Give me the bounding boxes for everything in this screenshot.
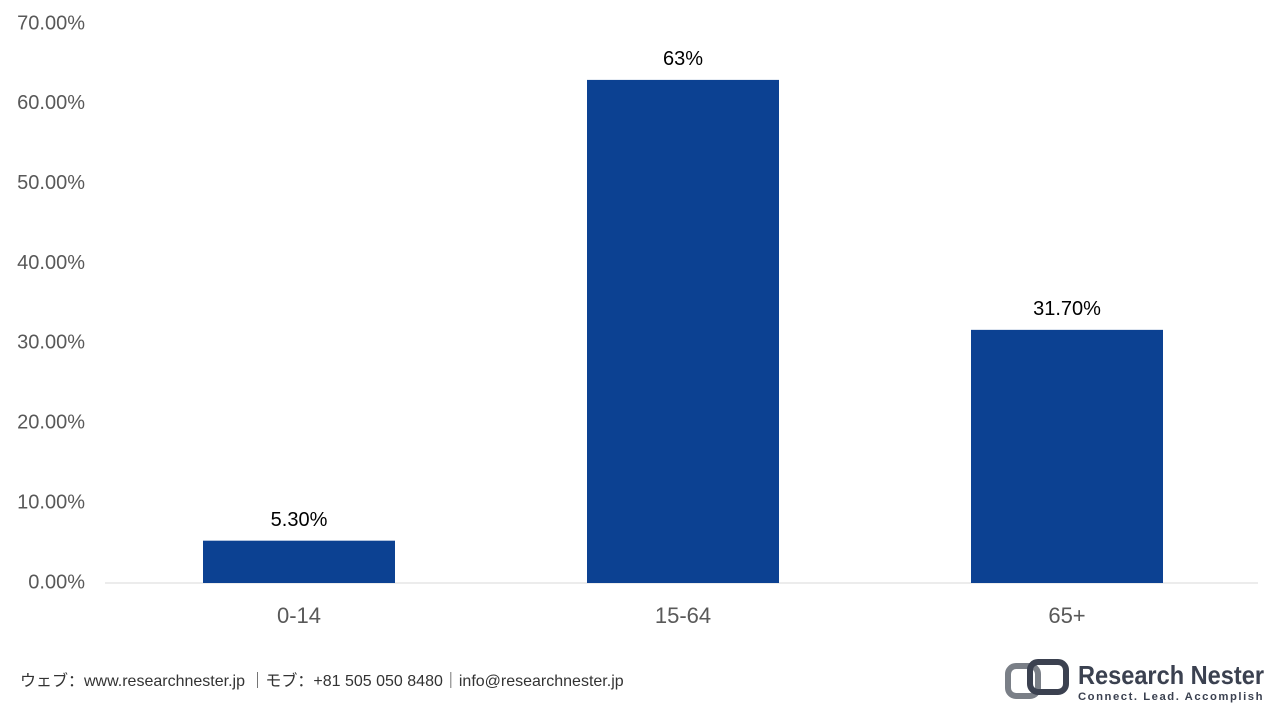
bar (203, 540, 395, 583)
bar (971, 329, 1163, 583)
y-tick-label: 60.00% (17, 92, 85, 114)
y-tick-label: 0.00% (28, 571, 85, 593)
value-label: 31.70% (1033, 298, 1101, 320)
y-tick-label: 40.00% (17, 252, 85, 274)
y-tick-label: 10.00% (17, 491, 85, 513)
footer-contact: ウェブ：www.researchnester.jp ｜モブ：+81 505 05… (20, 671, 624, 690)
value-label: 63% (663, 48, 703, 70)
y-tick-label: 50.00% (17, 172, 85, 194)
logo-icon (1027, 659, 1069, 695)
x-tick-label: 15-64 (655, 603, 711, 628)
logo: Research Nester Connect. Lead. Accomplis… (1005, 659, 1264, 703)
logo-brand: Research Nester (1078, 660, 1264, 690)
x-tick-label: 65+ (1048, 603, 1085, 628)
logo-icon (1005, 663, 1041, 699)
logo-tagline: Connect. Lead. Accomplish (1078, 691, 1264, 703)
y-tick-label: 30.00% (17, 332, 85, 354)
bar (587, 79, 779, 584)
value-label: 5.30% (271, 509, 328, 531)
y-tick-label: 70.00% (17, 12, 85, 34)
x-tick-label: 0-14 (277, 603, 321, 628)
y-tick-label: 20.00% (17, 412, 85, 434)
